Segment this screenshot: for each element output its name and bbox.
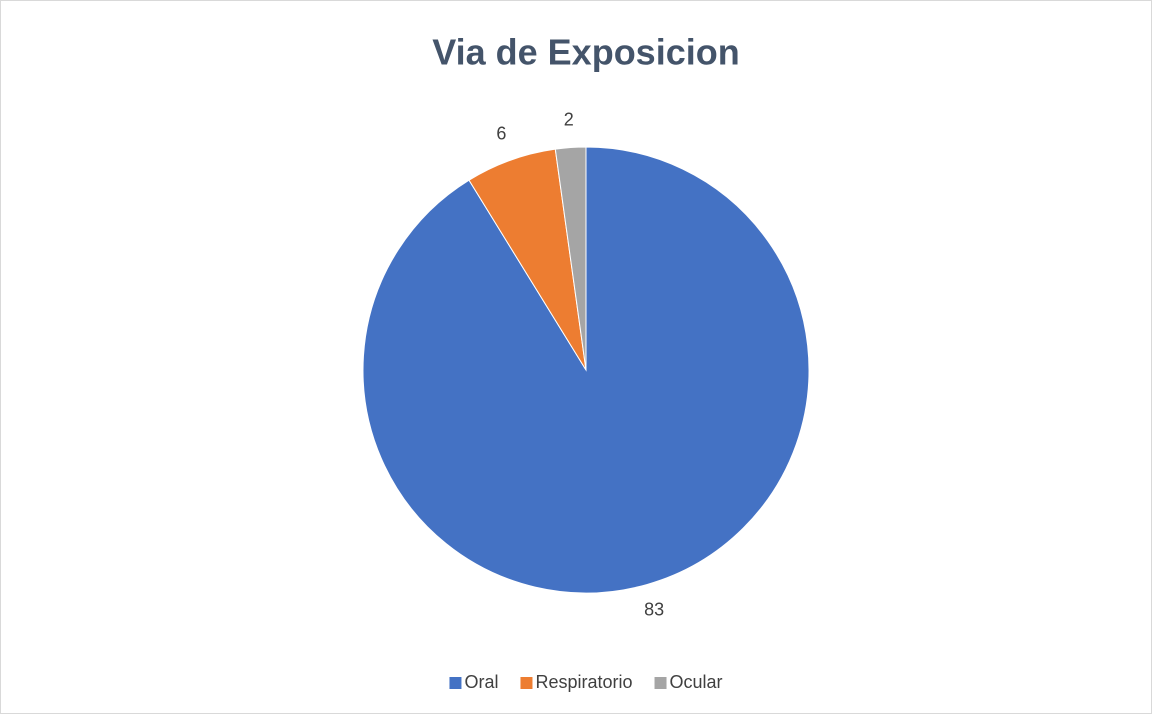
legend-label: Oral [464, 672, 498, 692]
pie-slice [554, 146, 587, 371]
legend-swatch [654, 677, 667, 689]
legend-swatch [449, 677, 462, 689]
data-label: 83 [644, 599, 664, 619]
data-label: 6 [496, 124, 506, 144]
legend-label: Respiratorio [535, 672, 632, 692]
legend-swatch [520, 677, 533, 689]
legend-label: Ocular [670, 672, 723, 692]
data-label: 2 [564, 109, 574, 129]
chart-title: Via de Exposicion [432, 32, 739, 73]
